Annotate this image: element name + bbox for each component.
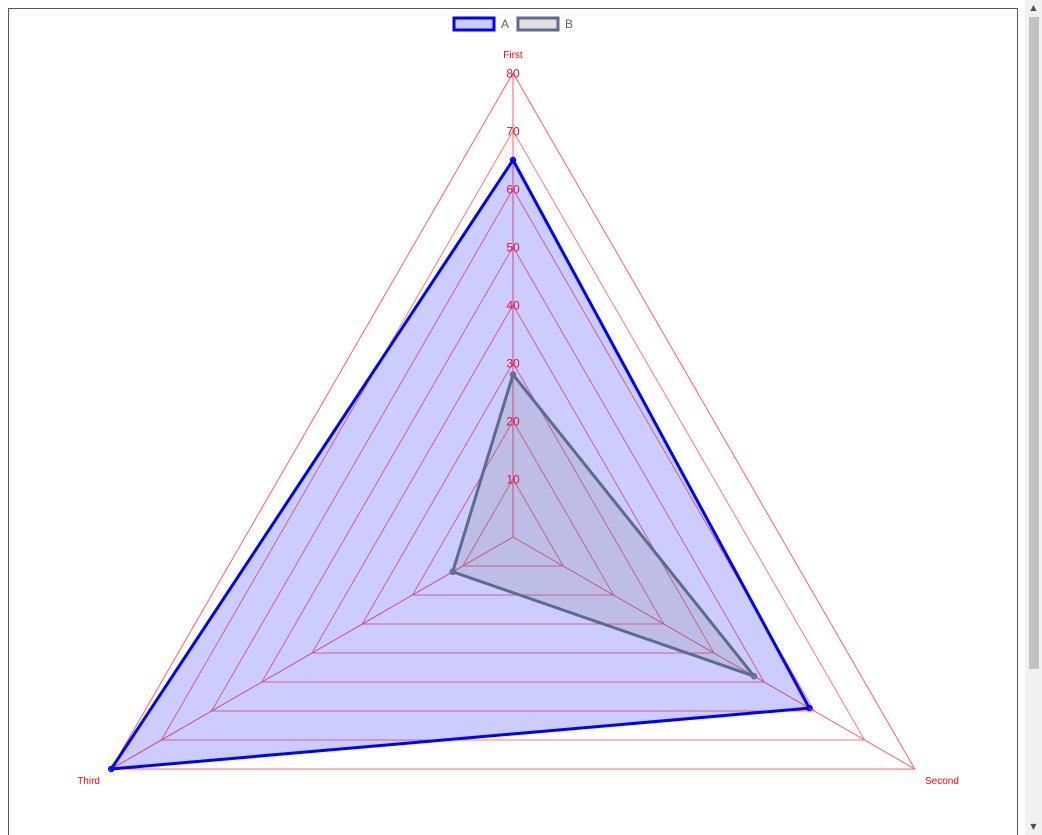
- axis-label-second: Second: [925, 776, 959, 787]
- data-point-a-first: [509, 156, 517, 164]
- scroll-up-arrow-icon[interactable]: ▲: [1030, 3, 1037, 12]
- data-point-a-second: [806, 704, 813, 712]
- axis-label-first: First: [503, 50, 523, 61]
- vertical-scrollbar[interactable]: ▲ ▼: [1025, 0, 1042, 835]
- grid-ring-50: [261, 245, 765, 683]
- series-area-b: [451, 373, 756, 678]
- legend-label-a: A: [501, 17, 509, 31]
- data-point-b-first: [509, 371, 517, 378]
- grid-ring-20: [411, 420, 615, 596]
- grid-ring-60: [210, 188, 816, 712]
- data-point-b-third: [449, 568, 456, 576]
- tick-label-30: 30: [506, 357, 520, 371]
- tick-label-80: 80: [506, 67, 520, 81]
- scrollbar-thumb[interactable]: [1029, 17, 1039, 669]
- tick-label-60: 60: [506, 183, 520, 197]
- grid-ring-70: [160, 129, 866, 741]
- axis-spoke-second: [512, 536, 916, 770]
- axis-spoke-third: [110, 536, 514, 770]
- tick-label-40: 40: [506, 299, 520, 313]
- grid-ring-30: [361, 362, 665, 625]
- data-point-a-third: [107, 765, 115, 773]
- grid-ring-40: [311, 303, 715, 654]
- tick-label-10: 10: [506, 473, 520, 487]
- tick-label-50: 50: [506, 241, 520, 255]
- scroll-down-arrow-icon[interactable]: ▼: [1030, 822, 1037, 831]
- legend-label-b: B: [565, 17, 573, 31]
- tick-label-20: 20: [506, 415, 520, 429]
- grid-ring-10: [461, 477, 565, 567]
- axis-label-third: Third: [77, 776, 100, 787]
- grid-ring-80: [110, 71, 916, 770]
- legend-swatch-a: [452, 16, 496, 32]
- series-area-a: [109, 158, 811, 771]
- tick-label-70: 70: [506, 125, 520, 139]
- legend-swatch-b: [516, 16, 560, 32]
- data-point-b-second: [750, 672, 758, 680]
